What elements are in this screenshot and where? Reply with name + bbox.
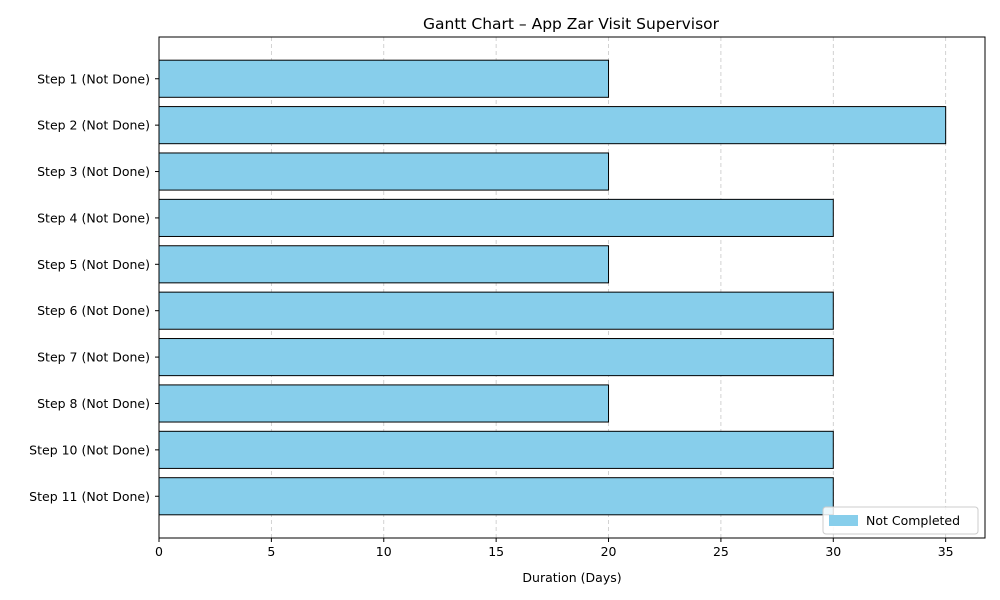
chart-title: Gantt Chart – App Zar Visit Supervisor: [423, 15, 720, 33]
y-tick-label: Step 2 (Not Done): [37, 118, 150, 133]
x-tick-label: 15: [488, 544, 504, 559]
legend-box: [822, 506, 979, 535]
y-tick-label: Step 3 (Not Done): [37, 164, 150, 179]
x-tick-label: 0: [155, 544, 163, 559]
y-tick-label: Step 7 (Not Done): [37, 350, 150, 365]
bar: [158, 430, 834, 469]
x-tick-label: 20: [601, 544, 617, 559]
y-tick-label: Step 8 (Not Done): [37, 396, 150, 411]
x-tick-label: 5: [267, 544, 275, 559]
y-tick-label: Step 6 (Not Done): [37, 303, 150, 318]
y-tick-label: Step 4 (Not Done): [37, 210, 150, 225]
legend-label: Not Completed: [866, 513, 960, 528]
bar: [158, 245, 610, 284]
bar: [158, 477, 834, 516]
bar: [158, 384, 610, 423]
x-tick-label: 25: [713, 544, 729, 559]
plot-frame: [158, 36, 986, 539]
bar: [158, 152, 610, 191]
y-tick-label: Step 11 (Not Done): [29, 489, 150, 504]
axis-ticks: 0 5 10 15 20 25 30 35 Step 1 (Not Done) Step 2 (N…: [29, 71, 953, 559]
bar: [158, 106, 947, 145]
legend: Not Completed: [822, 506, 979, 535]
bar: [158, 59, 610, 98]
bar: [158, 198, 834, 237]
bars: [158, 59, 947, 516]
x-tick-label: 10: [376, 544, 392, 559]
bar: [158, 338, 834, 377]
x-tick-label: 35: [938, 544, 954, 559]
legend-swatch: [829, 515, 858, 526]
y-tick-label: Step 5 (Not Done): [37, 257, 150, 272]
y-tick-label: Step 10 (Not Done): [29, 442, 150, 457]
bar: [158, 291, 834, 330]
x-tick-label: 30: [825, 544, 841, 559]
x-axis-label: Duration (Days): [522, 570, 621, 585]
y-tick-label: Step 1 (Not Done): [37, 71, 150, 86]
